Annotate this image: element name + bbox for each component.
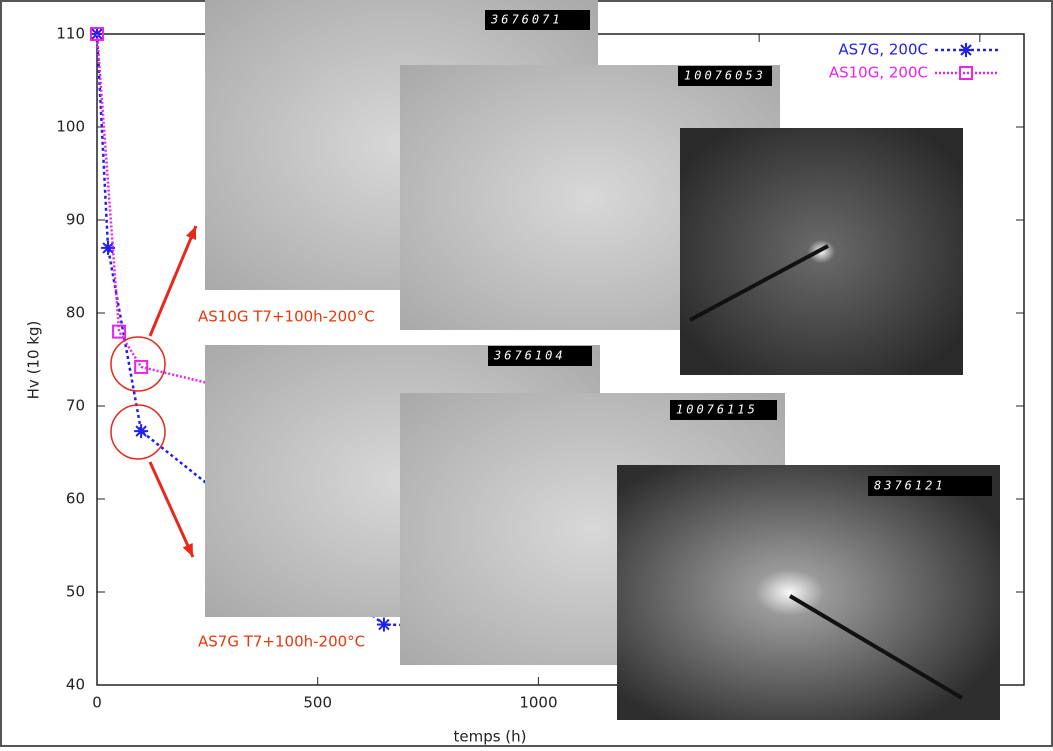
y-tick-label: 70 (66, 397, 85, 415)
arrow-head (185, 226, 197, 240)
image-label-box (678, 66, 772, 86)
beam-stop (689, 244, 829, 322)
y-tick-label: 80 (66, 304, 85, 322)
arrow (148, 225, 198, 337)
marker (134, 424, 149, 439)
image-label-box (488, 346, 592, 366)
beam-stop (788, 594, 964, 700)
marker-shape (135, 425, 147, 437)
marker-shape (959, 66, 973, 80)
marker-shape (90, 27, 104, 41)
x-tick-label: 1000 (519, 694, 557, 712)
arrow-head (182, 543, 193, 557)
y-tick-label: 60 (66, 490, 85, 508)
marker (101, 240, 116, 255)
y-tick-label: 90 (66, 211, 85, 229)
y-axis-label: Hv (10 kg) (25, 321, 43, 400)
marker (959, 66, 973, 80)
marker (134, 359, 149, 374)
marker-shape (134, 359, 149, 374)
series-line (95, 33, 981, 571)
x-tick-label: 500 (303, 694, 332, 712)
marker-shape (112, 324, 127, 339)
marker (90, 27, 104, 41)
marker-shape (102, 242, 114, 254)
legend-label: AS10G, 200C (829, 64, 928, 82)
y-tick-label: 100 (56, 118, 85, 136)
arrow (148, 461, 195, 558)
image-label-box (670, 400, 777, 420)
image-label: 3676071 (490, 13, 563, 27)
y-tick-label: 110 (56, 25, 85, 43)
highlight-circle (110, 404, 166, 460)
y-tick-label: 50 (66, 583, 85, 601)
micrograph (617, 465, 1000, 720)
marker-shape (960, 44, 972, 56)
image-label: 3676104 (493, 349, 566, 363)
marker-shape (378, 618, 390, 631)
annotation: AS10G T7+100h-200°C (198, 308, 375, 326)
x-tick-label: 0 (92, 694, 102, 712)
marker (112, 324, 127, 339)
image-label-box (868, 476, 992, 496)
image-label: 8376121 (874, 479, 946, 493)
marker (959, 43, 973, 57)
x-axis-label: temps (h) (453, 728, 526, 746)
legend-label: AS7G, 200C (838, 41, 928, 59)
y-tick-label: 40 (66, 676, 85, 694)
image-label: 10076115 (676, 403, 758, 417)
marker (376, 617, 391, 632)
highlight-circle (110, 336, 166, 392)
image-label: 10076053 (684, 69, 766, 83)
annotation: AS7G T7+100h-200°C (198, 633, 365, 651)
image-label-box (485, 10, 590, 30)
